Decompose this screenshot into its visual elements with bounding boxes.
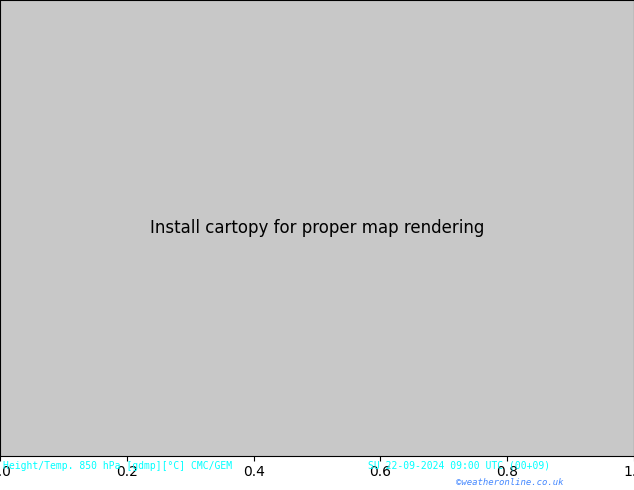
Text: Install cartopy for proper map rendering: Install cartopy for proper map rendering [150,219,484,237]
Text: Height/Temp. 850 hPa [gdmp][°C] CMC/GEM: Height/Temp. 850 hPa [gdmp][°C] CMC/GEM [3,461,232,471]
Text: ©weatheronline.co.uk: ©weatheronline.co.uk [456,478,564,487]
Text: SU 22-09-2024 09:00 UTC (00+09): SU 22-09-2024 09:00 UTC (00+09) [368,461,550,471]
